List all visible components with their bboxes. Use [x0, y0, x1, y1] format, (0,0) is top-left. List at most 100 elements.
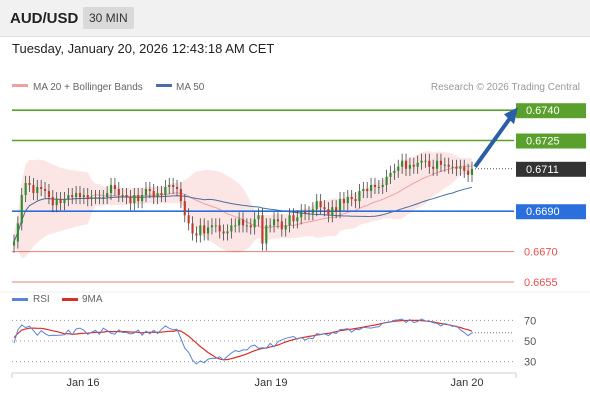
rsi-line	[13, 318, 473, 365]
candle	[207, 227, 210, 234]
legend-label-ma20: MA 20 + Bollinger Bands	[33, 82, 143, 93]
candle	[203, 225, 206, 234]
candle	[106, 193, 109, 198]
candle	[117, 189, 120, 196]
candle	[226, 231, 229, 234]
candle	[164, 186, 167, 196]
candle	[78, 193, 82, 198]
bollinger-band	[14, 151, 472, 259]
candle	[315, 201, 318, 210]
candle	[280, 221, 283, 230]
x-tick-label: Jan 16	[66, 377, 99, 389]
candle	[358, 191, 361, 202]
rsi-tick-label: 30	[524, 357, 536, 369]
candle	[113, 184, 116, 189]
legend-swatch-rsi	[12, 298, 28, 301]
candle	[195, 233, 198, 236]
candle	[420, 160, 423, 163]
candle	[463, 166, 466, 171]
candle	[362, 189, 365, 192]
candle	[245, 225, 248, 227]
watermark: Research © 2026 Trading Central	[431, 82, 580, 93]
candle	[210, 225, 214, 228]
candle	[408, 164, 411, 169]
target-label: 0.6725	[526, 136, 560, 148]
candle	[63, 199, 66, 204]
candle	[304, 211, 307, 214]
candle	[59, 199, 62, 204]
candle	[412, 164, 415, 167]
candle	[284, 225, 287, 230]
candle	[292, 215, 295, 222]
candle	[385, 176, 388, 185]
candle	[90, 197, 93, 200]
timestamp: Tuesday, January 20, 2026 12:43:18 AM CE…	[12, 41, 275, 56]
candle	[459, 166, 462, 169]
header-bar: AUD/USD 30 MIN	[0, 0, 590, 37]
target-tag	[516, 133, 586, 149]
candle	[311, 209, 314, 214]
candle	[397, 166, 400, 171]
candle	[350, 197, 353, 200]
current-price-tag	[516, 161, 586, 177]
timeframe-badge[interactable]: 30 MIN	[83, 7, 134, 29]
candle	[331, 207, 334, 216]
candle	[241, 219, 245, 226]
candle	[296, 217, 299, 222]
support-label: 0.6670	[524, 247, 558, 259]
candle	[148, 189, 151, 192]
candle	[393, 170, 396, 173]
rsi-tick-label: 50	[524, 336, 536, 348]
candle	[401, 160, 404, 167]
candle	[67, 195, 70, 200]
candle	[346, 197, 349, 204]
legend-label-ma50: MA 50	[176, 82, 205, 93]
candle	[265, 225, 268, 244]
candle	[16, 223, 19, 242]
candle	[129, 197, 132, 204]
candle	[24, 182, 27, 196]
candle	[137, 195, 140, 202]
candle	[12, 241, 16, 246]
candle	[160, 193, 163, 196]
candle	[276, 219, 279, 222]
legend-label-rsi: RSI	[33, 294, 50, 305]
candle	[432, 166, 435, 169]
candle	[467, 170, 470, 175]
candle	[94, 197, 97, 199]
candle	[424, 160, 427, 162]
candle	[28, 182, 31, 185]
candle	[152, 191, 155, 198]
candle	[404, 160, 408, 169]
candle	[183, 201, 186, 216]
x-tick-label: Jan 19	[254, 377, 287, 389]
candle	[133, 195, 136, 204]
candle	[32, 184, 35, 194]
candle	[191, 223, 194, 234]
candle	[342, 199, 345, 204]
candle	[269, 225, 272, 227]
candle	[102, 197, 105, 199]
legend-swatch-9ma	[62, 298, 78, 301]
candle	[436, 160, 439, 169]
candle	[272, 219, 276, 226]
candle	[354, 199, 357, 202]
legend-label-9ma: 9MA	[82, 294, 103, 305]
legend-swatch-ma20	[12, 84, 28, 87]
candle	[470, 168, 474, 175]
candle	[300, 211, 303, 218]
candle	[377, 186, 380, 188]
candle	[168, 184, 171, 187]
candle	[55, 199, 58, 206]
target-tag	[516, 103, 586, 119]
candle	[249, 225, 252, 228]
candle	[71, 195, 74, 198]
candle	[443, 164, 446, 166]
pivot-label: 0.6690	[526, 206, 560, 218]
candle	[338, 199, 342, 212]
legend-swatch-ma50	[156, 84, 172, 87]
candle	[98, 197, 101, 199]
candle	[439, 160, 443, 165]
candle	[451, 166, 454, 168]
